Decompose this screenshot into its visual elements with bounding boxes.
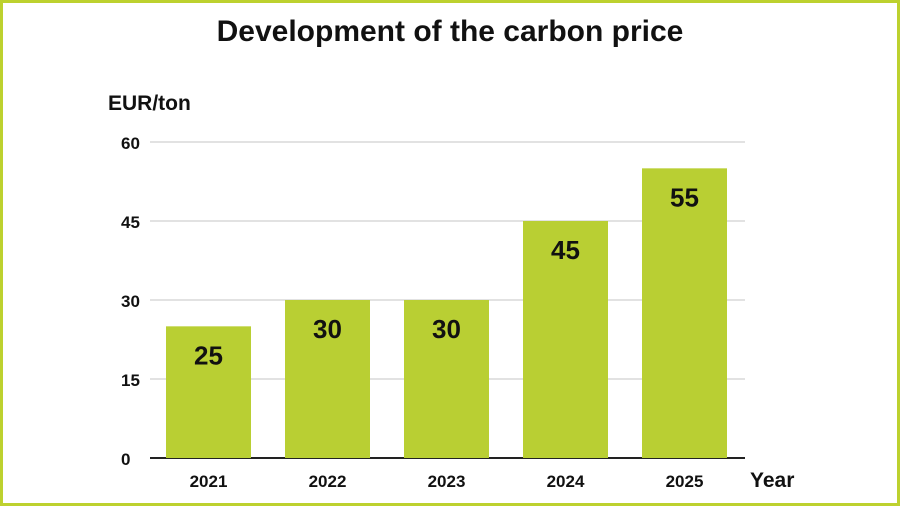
data-label: 45 bbox=[551, 235, 580, 265]
x-tick-label: 2021 bbox=[190, 472, 228, 491]
bar-2021 bbox=[166, 326, 251, 458]
bar-2024 bbox=[523, 221, 608, 458]
bar-2023 bbox=[404, 300, 489, 458]
y-axis-label: EUR/ton bbox=[108, 92, 191, 115]
data-label: 55 bbox=[670, 182, 699, 212]
data-label: 25 bbox=[194, 340, 223, 370]
data-label: 30 bbox=[432, 314, 461, 344]
x-tick-label: 2023 bbox=[428, 472, 466, 491]
x-tick-label: 2022 bbox=[309, 472, 347, 491]
y-tick-label: 45 bbox=[121, 213, 140, 232]
y-tick-label: 15 bbox=[121, 371, 140, 390]
bar-2025 bbox=[642, 168, 727, 459]
y-tick-label: 60 bbox=[121, 134, 140, 153]
y-tick-label: 0 bbox=[121, 450, 130, 469]
chart-title: Development of the carbon price bbox=[217, 15, 684, 48]
data-label: 30 bbox=[313, 314, 342, 344]
x-tick-label: 2024 bbox=[547, 472, 585, 491]
x-axis-label: Year bbox=[750, 469, 794, 492]
y-tick-label: 30 bbox=[121, 292, 140, 311]
bar-2022 bbox=[285, 300, 370, 458]
x-tick-label: 2025 bbox=[666, 472, 704, 491]
